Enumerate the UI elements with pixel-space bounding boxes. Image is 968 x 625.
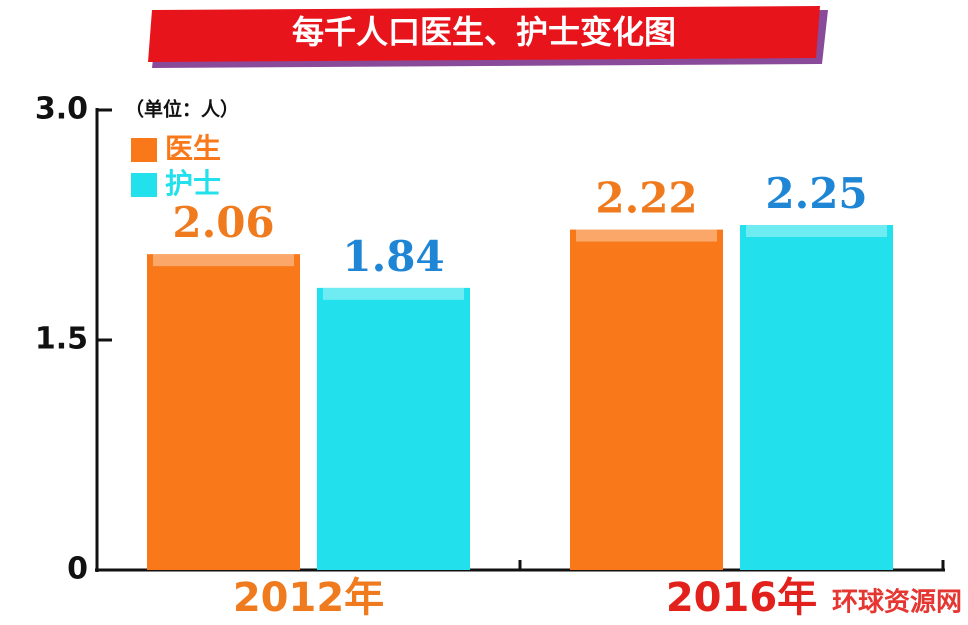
- title-banner: [148, 6, 820, 62]
- y-tick-label: 3.0: [35, 92, 88, 127]
- bar: [570, 229, 723, 570]
- unit-label: （单位：人）: [125, 98, 239, 121]
- value-label: 1.84: [342, 232, 444, 281]
- legend-swatch: [131, 173, 157, 197]
- y-tick-label: 1.5: [35, 322, 88, 357]
- value-label: 2.25: [765, 169, 867, 218]
- bar-highlight: [746, 225, 887, 237]
- x-tick-label: 2012年: [233, 575, 384, 621]
- value-label: 2.06: [172, 198, 274, 247]
- chart-title: 每千人口医生、护士变化图: [292, 13, 676, 51]
- legend-label: 护士: [165, 167, 221, 200]
- legend-swatch: [131, 138, 157, 162]
- bar: [740, 225, 893, 570]
- bar-highlight: [323, 287, 464, 300]
- bar-highlight: [576, 229, 717, 242]
- legend-label: 医生: [165, 132, 221, 165]
- x-tick-label: 2016年: [666, 575, 817, 621]
- bar: [147, 254, 300, 570]
- bar: [317, 287, 470, 570]
- value-label: 2.22: [595, 174, 697, 223]
- watermark: 环球资源网: [832, 588, 962, 618]
- y-tick-label: 0: [67, 552, 88, 587]
- bar-highlight: [153, 254, 294, 267]
